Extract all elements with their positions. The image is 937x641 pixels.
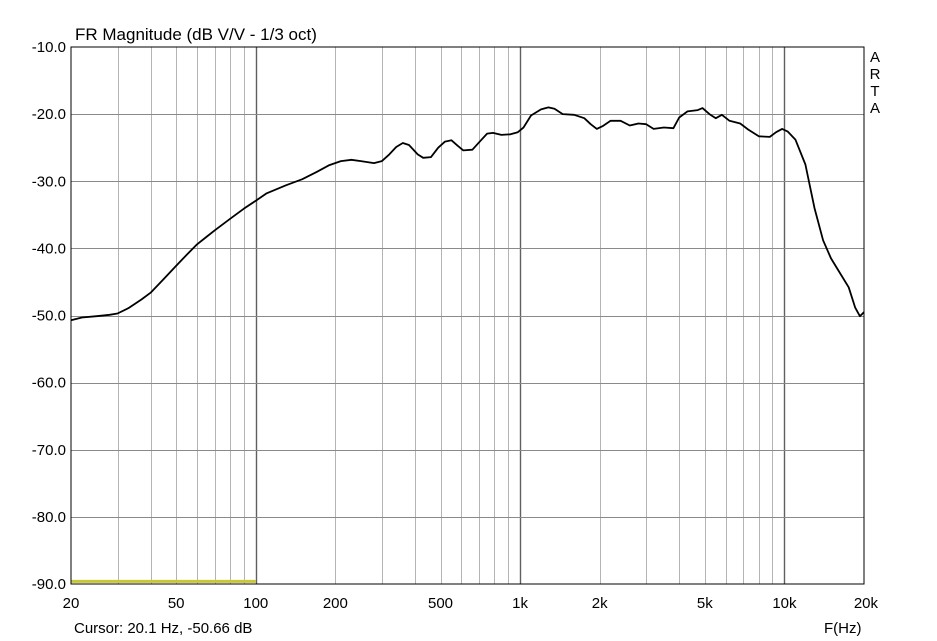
watermark-letter: T — [870, 83, 879, 100]
y-tick-label: -90.0 — [32, 576, 66, 593]
x-axis-tick-labels: 20 50 100 200 500 1k 2k 5k 10k 20k — [63, 595, 879, 612]
x-tick-label: 1k — [512, 595, 528, 612]
series-line — [70, 106, 865, 322]
watermark-letter: A — [870, 49, 880, 66]
y-tick-label: -70.0 — [32, 442, 66, 459]
y-tick-label: -60.0 — [32, 375, 66, 392]
y-tick-label: -20.0 — [32, 106, 66, 123]
y-tick-label: -10.0 — [32, 39, 66, 56]
x-tick-label: 10k — [772, 595, 797, 612]
cursor-readout: Cursor: 20.1 Hz, -50.66 dB — [74, 620, 252, 637]
plot-frame — [70, 46, 865, 585]
x-tick-label: 200 — [323, 595, 348, 612]
y-tick-label: -30.0 — [32, 173, 66, 190]
x-tick-label: 50 — [168, 595, 185, 612]
x-tick-label: 20k — [854, 595, 879, 612]
chart-title: FR Magnitude (dB V/V - 1/3 oct) — [75, 25, 317, 44]
x-tick-label: 2k — [592, 595, 608, 612]
y-tick-label: -40.0 — [32, 240, 66, 257]
x-axis-label: F(Hz) — [824, 620, 862, 637]
watermark-letter: R — [870, 66, 881, 83]
watermark-letter: A — [870, 100, 880, 117]
x-tick-label: 5k — [697, 595, 713, 612]
x-tick-label: 20 — [63, 595, 80, 612]
y-axis-tick-labels: -10.0 -20.0 -30.0 -40.0 -50.0 -60.0 -70.0 -80.0… — [32, 39, 66, 593]
x-tick-label: 500 — [428, 595, 453, 612]
grid — [71, 47, 864, 584]
x-tick-label: 100 — [243, 595, 268, 612]
series-layer — [70, 106, 865, 583]
y-tick-label: -50.0 — [32, 308, 66, 325]
y-tick-label: -80.0 — [32, 509, 66, 526]
